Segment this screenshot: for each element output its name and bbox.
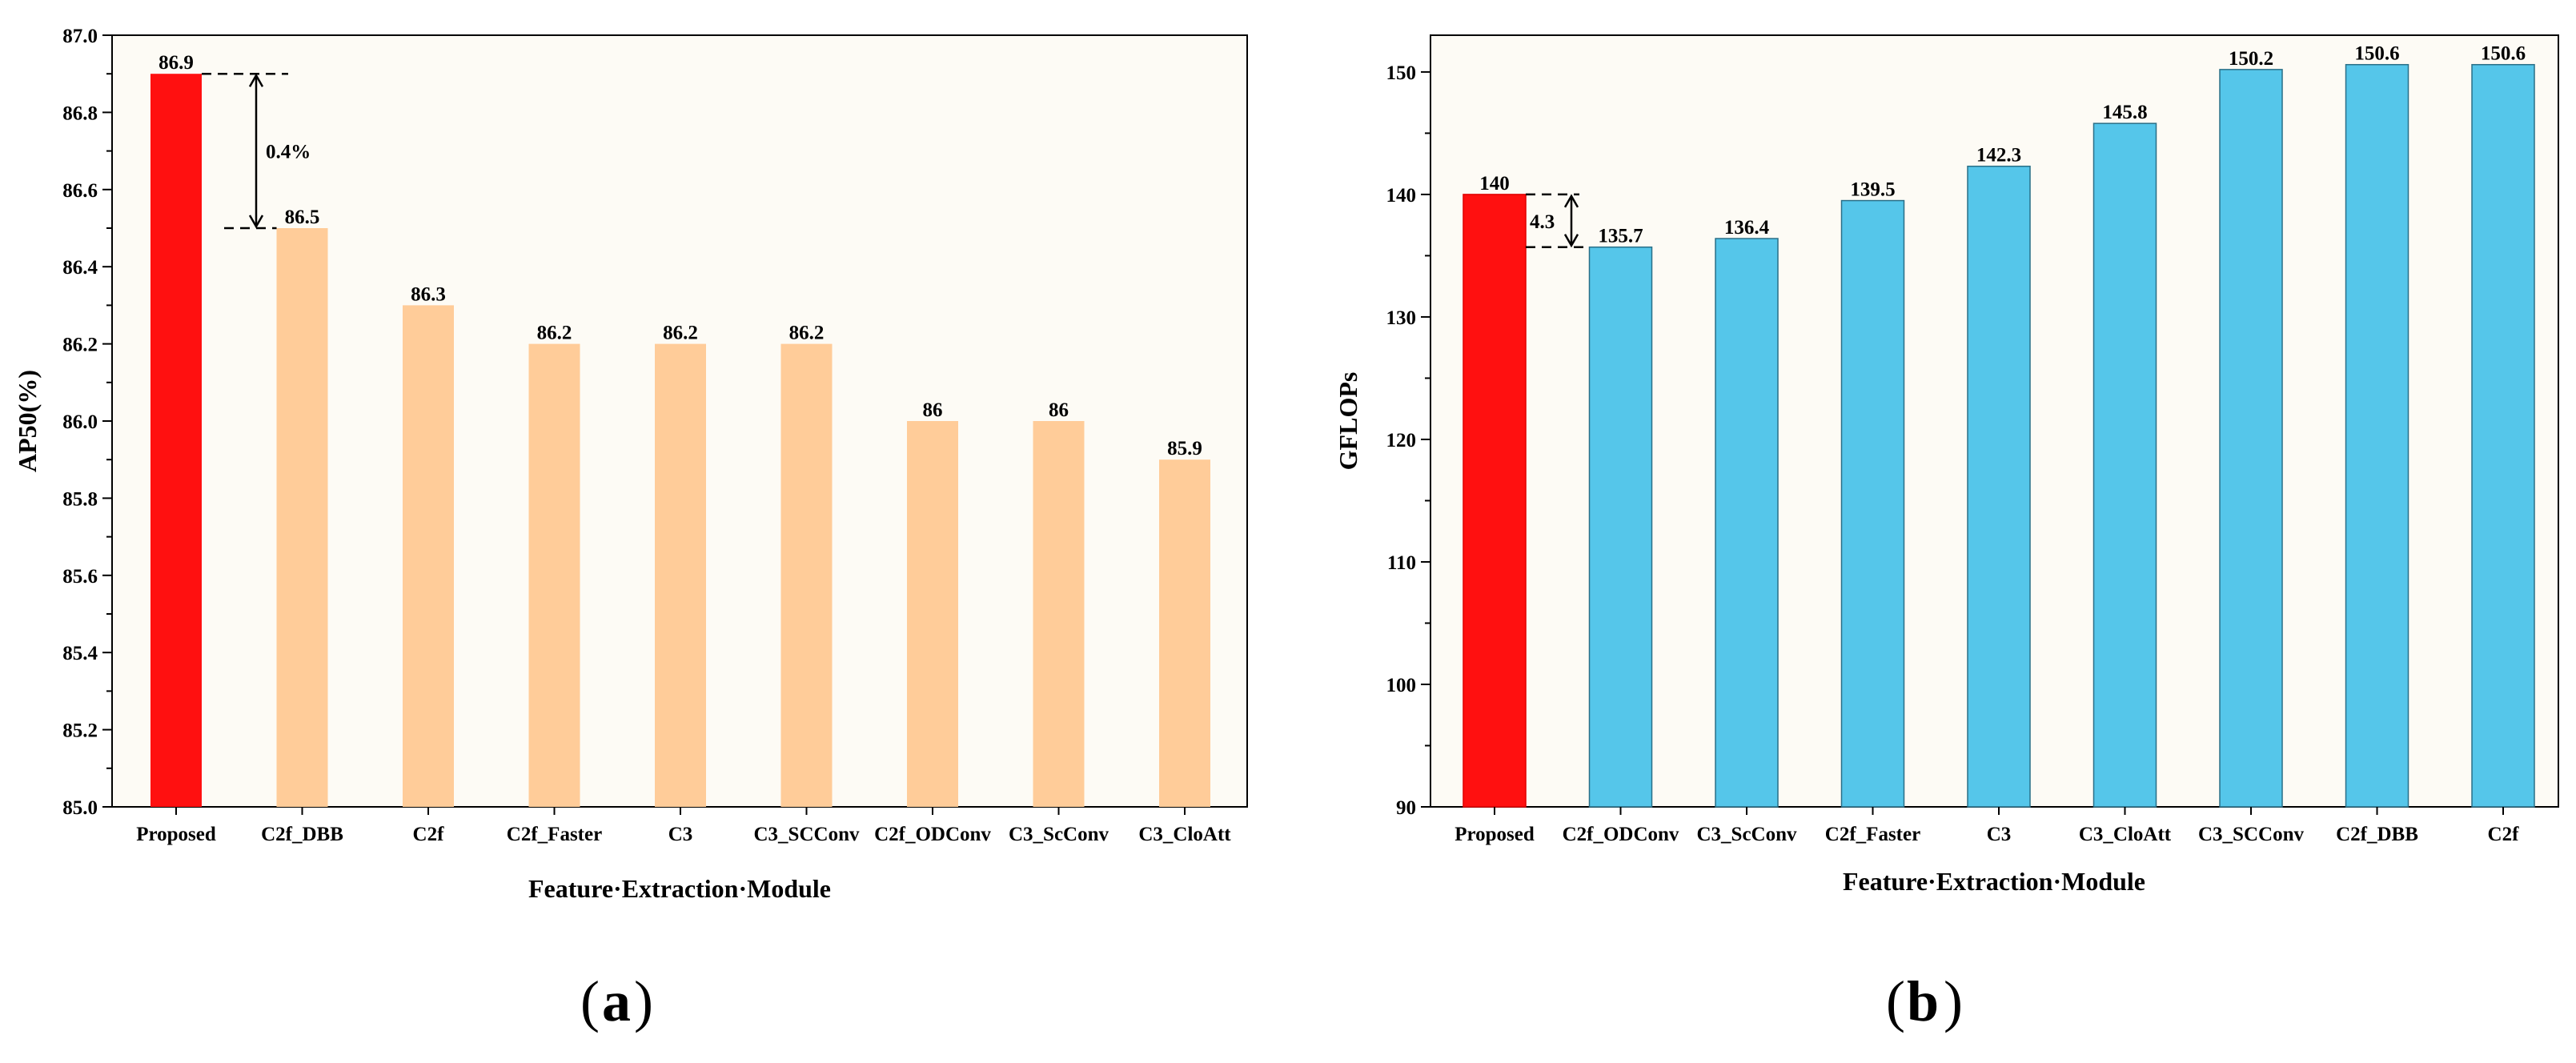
- value-label: 86.5: [285, 207, 320, 228]
- x-axis-title-b: Feature·Extraction·Module: [1843, 867, 2145, 896]
- bar-c2f_faster: [528, 343, 580, 808]
- value-label: 85.9: [1167, 438, 1202, 459]
- annotation-label: 0.4%: [266, 142, 311, 163]
- x-tick-label: C3: [1987, 824, 2012, 845]
- value-label: 145.8: [2102, 102, 2147, 123]
- x-tick-label: C2f_ODConv: [1563, 824, 1679, 845]
- bar-c3_scconv: [1033, 421, 1085, 807]
- y-tick-label: 86.6: [62, 180, 98, 202]
- bar-c2f_dbb: [276, 228, 328, 807]
- value-label: 86.2: [663, 323, 698, 344]
- x-tick-label: C2f_Faster: [1825, 824, 1920, 845]
- x-tick-label: C3_SCConv: [2198, 824, 2304, 845]
- bar-c2f_dbb: [2345, 63, 2409, 808]
- panel-label-b: ( b ): [1886, 969, 1963, 1033]
- value-label: 140: [1479, 173, 1510, 195]
- x-tick-label: C2f_DBB: [261, 824, 343, 845]
- y-tick-label: 90: [1396, 797, 1416, 819]
- y-tick-label: 86.0: [62, 411, 98, 433]
- y-tick-label: 85.6: [62, 566, 98, 588]
- arrow-head-bottom: [1563, 234, 1579, 248]
- bar-c2f_faster: [1840, 199, 1905, 808]
- x-tick-label: C3_CloAtt: [2079, 824, 2172, 845]
- x-axis-title-a: Feature·Extraction·Module: [528, 874, 831, 903]
- chart-panel-b: 90 100 110 120 130 140 150 Proposed C2f_ODConv C…: [1334, 34, 2559, 1033]
- y-tick-label: 85.0: [62, 797, 98, 819]
- x-tick-label: C2f: [2488, 824, 2520, 845]
- value-label: 142.3: [1976, 145, 2021, 166]
- bar-c3_scconv: [2219, 69, 2283, 808]
- value-label: 86.3: [411, 283, 446, 305]
- arrow-head-top: [248, 73, 264, 87]
- svg-text:(: (: [1886, 969, 1905, 1033]
- y-tick-label: 85.2: [62, 720, 98, 742]
- svg-text:): ): [1944, 969, 1963, 1033]
- chart-panel-a: 85.0 85.2 85.4 85.6 85.8 86.0 86.2 86.4 86.6 86.8…: [13, 26, 1248, 1033]
- x-tick-label: C3_SCConv: [754, 824, 860, 845]
- y-tick-label: 85.8: [62, 488, 98, 510]
- bar-c2f_odconv: [907, 421, 958, 807]
- y-axis-title-b: GFLOPs: [1334, 372, 1362, 471]
- annotation-label: 4.3: [1530, 211, 1555, 233]
- bar-c2f: [2471, 63, 2535, 808]
- bar-c3: [655, 343, 706, 808]
- value-label: 86: [923, 399, 943, 421]
- y-tick-label: 86.8: [62, 102, 98, 124]
- x-tick-label: C3: [668, 824, 693, 845]
- x-tick-label: C2f_DBB: [2336, 824, 2418, 845]
- x-tick-label: C2f: [413, 824, 445, 845]
- bar-proposed: [1463, 194, 1527, 808]
- value-label: 150.2: [2229, 48, 2273, 70]
- value-label: 150.6: [2354, 43, 2399, 65]
- y-tick-label: 87.0: [62, 26, 98, 47]
- bar-c3_scconv: [780, 343, 833, 808]
- y-tick-label: 100: [1386, 675, 1417, 696]
- bar-c3_cloatt: [2092, 122, 2157, 808]
- bar-c3_cloatt: [1159, 459, 1210, 807]
- bar-c3: [1967, 165, 2031, 808]
- x-tick-label: C2f_ODConv: [874, 824, 991, 845]
- panel-label-a-text: a: [602, 969, 631, 1033]
- bar-proposed: [150, 74, 202, 807]
- value-label: 86: [1049, 399, 1069, 421]
- panel-label-b-text: b: [1907, 969, 1939, 1033]
- arrow-head-top: [1563, 194, 1579, 208]
- value-label: 86.9: [158, 52, 194, 74]
- x-tick-label: C3_CloAtt: [1138, 824, 1231, 845]
- y-tick-label: 86.2: [62, 335, 98, 356]
- x-tick-label: C3_ScConv: [1696, 824, 1797, 845]
- y-axis-title-a: AP50(%): [13, 370, 42, 472]
- x-tick-label: C2f_Faster: [507, 824, 602, 845]
- arrow-head-bottom: [248, 215, 264, 229]
- value-label: 86.2: [537, 323, 572, 344]
- x-tick-label: C3_ScConv: [1009, 824, 1109, 845]
- x-tick-label: Proposed: [136, 824, 216, 845]
- y-tick-label: 110: [1387, 552, 1416, 574]
- y-tick-label: 130: [1386, 307, 1417, 329]
- panel-label-a: ( a ): [580, 969, 653, 1033]
- bar-c3_scconv: [1715, 238, 1779, 808]
- value-label: 136.4: [1724, 217, 1770, 239]
- svg-text:(: (: [580, 969, 600, 1033]
- bar-c2f_odconv: [1588, 246, 1653, 808]
- value-label: 150.6: [2481, 43, 2526, 65]
- y-tick-label: 120: [1386, 430, 1417, 451]
- y-tick-label: 140: [1386, 185, 1417, 207]
- value-label: 86.2: [789, 323, 825, 344]
- y-tick-label: 150: [1386, 62, 1417, 84]
- bar-c2f: [403, 305, 454, 807]
- value-label: 135.7: [1598, 226, 1643, 247]
- y-tick-label: 86.4: [62, 257, 98, 279]
- value-label: 139.5: [1850, 179, 1895, 201]
- x-tick-label: Proposed: [1455, 824, 1535, 845]
- y-tick-label: 85.4: [62, 643, 98, 664]
- svg-text:): ): [634, 969, 653, 1033]
